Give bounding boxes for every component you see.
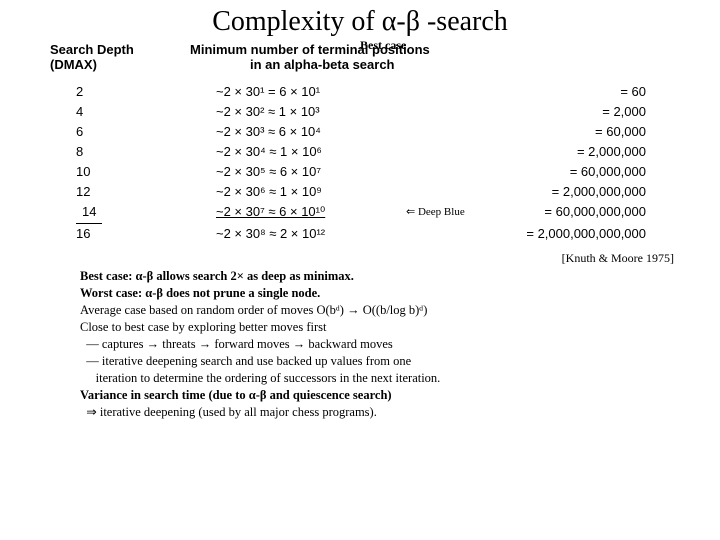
note-line: Close to best case by exploring better m… (80, 319, 680, 336)
cell-note (406, 82, 486, 102)
cell-depth: 8 (50, 142, 216, 162)
cell-expr: ~2 × 30⁷ ≈ 6 × 10¹⁰ (216, 202, 406, 224)
table-row: 16 ~2 × 30⁸ ≈ 2 × 10¹² = 2,000,000,000,0… (50, 224, 670, 244)
best-case-annotation: Best case (360, 38, 406, 53)
table-body: 2 ~2 × 30¹ = 6 × 10¹ = 60 4 ~2 × 30² ≈ 1… (50, 72, 670, 244)
table-row: 2 ~2 × 30¹ = 6 × 10¹ = 60 (50, 82, 670, 102)
table-row: 14 ~2 × 30⁷ ≈ 6 × 10¹⁰ ⇐ Deep Blue = 60,… (50, 202, 670, 224)
cell-val: = 60 (486, 82, 646, 102)
note-line: Variance in search time (due to α-β and … (80, 387, 680, 404)
note-line: Average case based on random order of mo… (80, 302, 680, 319)
header-depth-l2: (DMAX) (50, 57, 190, 72)
citation: [Knuth & Moore 1975] (562, 250, 674, 267)
cell-expr: ~2 × 30¹ = 6 × 10¹ (216, 82, 406, 102)
cell-note (406, 122, 486, 142)
cell-depth: 12 (50, 182, 216, 202)
cell-depth: 16 (50, 224, 216, 244)
page-title: Complexity of α-β -search (0, 0, 720, 40)
note-line: ⇒ iterative deepening (used by all major… (80, 404, 680, 421)
cell-depth: 6 (50, 122, 216, 142)
cell-depth: 10 (50, 162, 216, 182)
header-min-l1: Minimum number of terminal positions (190, 42, 670, 57)
cell-val: = 2,000,000 (486, 142, 646, 162)
note-line: iteration to determine the ordering of s… (80, 370, 680, 387)
cell-expr: ~2 × 30⁴ ≈ 1 × 10⁶ (216, 142, 406, 162)
cell-val: = 2,000,000,000 (486, 182, 646, 202)
table-row: 8 ~2 × 30⁴ ≈ 1 × 10⁶ = 2,000,000 (50, 142, 670, 162)
note-line: Best case: α-β allows search 2× as deep … (80, 268, 680, 285)
table-row: 4 ~2 × 30² ≈ 1 × 10³ = 2,000 (50, 102, 670, 122)
note-line: — iterative deepening search and use bac… (80, 353, 680, 370)
cell-expr: ~2 × 30⁶ ≈ 1 × 10⁹ (216, 182, 406, 202)
note-line: Worst case: α-β does not prune a single … (80, 285, 680, 302)
cell-val: = 2,000 (486, 102, 646, 122)
table-row: 12 ~2 × 30⁶ ≈ 1 × 10⁹ = 2,000,000,000 (50, 182, 670, 202)
cell-expr: ~2 × 30³ ≈ 6 × 10⁴ (216, 122, 406, 142)
cell-expr: ~2 × 30⁸ ≈ 2 × 10¹² (216, 224, 406, 244)
cell-val: = 2,000,000,000,000 (486, 224, 646, 244)
cell-expr: ~2 × 30⁵ ≈ 6 × 10⁷ (216, 162, 406, 182)
cell-expr: ~2 × 30² ≈ 1 × 10³ (216, 102, 406, 122)
cell-depth: 2 (50, 82, 216, 102)
cell-depth: 14 (50, 202, 216, 224)
complexity-table: Best case Search Depth (DMAX) Minimum nu… (0, 40, 720, 244)
header-min-l2: in an alpha-beta search (190, 57, 670, 72)
handwritten-notes: [Knuth & Moore 1975] hash table → Best c… (0, 244, 720, 421)
cell-val: = 60,000 (486, 122, 646, 142)
cell-note (406, 224, 486, 244)
cell-note (406, 142, 486, 162)
cell-note (406, 162, 486, 182)
note-line: — captures → threats → forward moves → b… (80, 336, 680, 353)
deep-blue-note: ⇐ Deep Blue (406, 202, 486, 224)
cell-note (406, 102, 486, 122)
cell-val: = 60,000,000,000 (486, 202, 646, 224)
table-row: 10 ~2 × 30⁵ ≈ 6 × 10⁷ = 60,000,000 (50, 162, 670, 182)
header-depth-l1: Search Depth (50, 42, 190, 57)
table-row: 6 ~2 × 30³ ≈ 6 × 10⁴ = 60,000 (50, 122, 670, 142)
cell-depth: 4 (50, 102, 216, 122)
cell-val: = 60,000,000 (486, 162, 646, 182)
cell-note (406, 182, 486, 202)
